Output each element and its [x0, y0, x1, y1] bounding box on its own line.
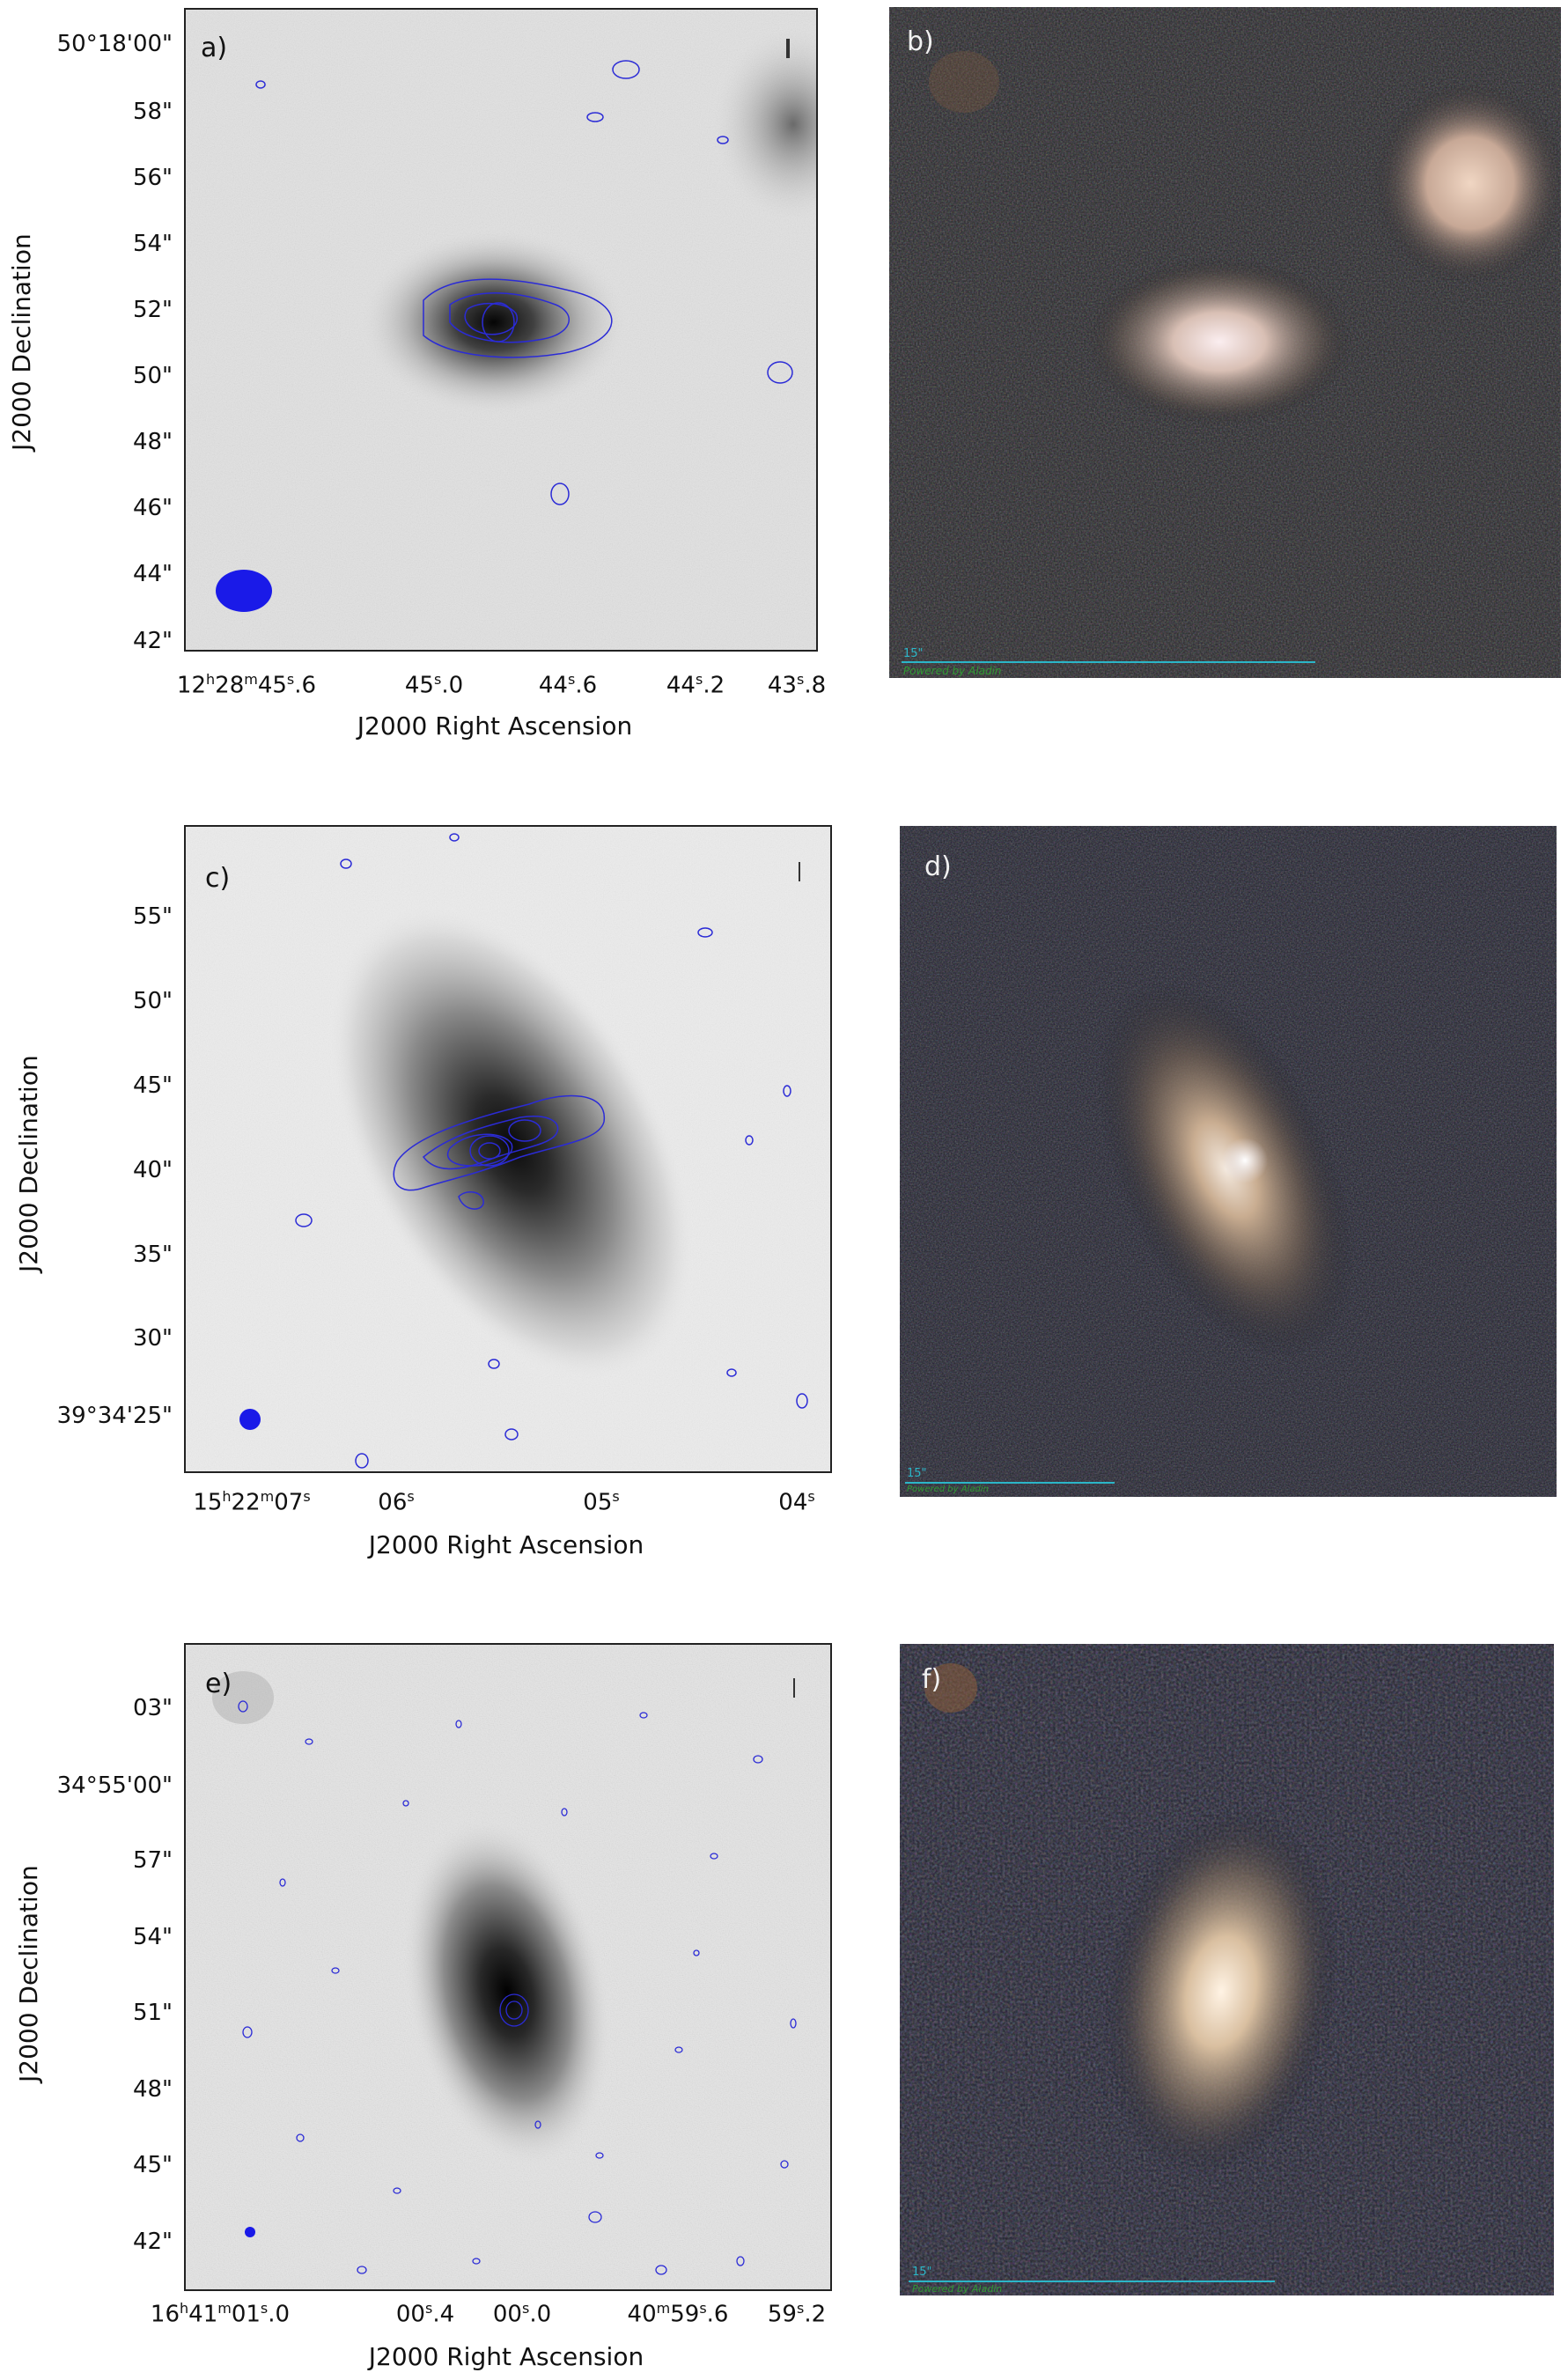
panel-e-ytick: 42": [132, 2229, 173, 2255]
panel-c-xtick: 06s: [378, 1488, 415, 1516]
panel-e-label: e): [205, 1669, 232, 1699]
panel-c-ytick: 39°34'25": [56, 1403, 173, 1429]
panel-f-credit: Powered by Aladin: [912, 2283, 1003, 2295]
panel-a-xtick: 44s.2: [666, 671, 725, 699]
panel-a-radio-map: [184, 8, 818, 652]
panel-f-optical-image: 15" Powered by Aladin: [900, 1644, 1554, 2295]
panel-f-label: f): [922, 1664, 942, 1695]
panel-a-xtick: 44s.6: [538, 671, 598, 699]
panel-e-xtick: 59s.2: [767, 2300, 827, 2328]
panel-c-corner-mark: [799, 862, 800, 881]
panel-d-scale-label: 15": [907, 1467, 927, 1480]
panel-a-ytick: 58": [132, 99, 173, 125]
panel-c-xtick: 15h22m07s: [193, 1488, 311, 1516]
panel-e-ytick: 03": [132, 1695, 173, 1721]
panel-e-radio-map: [184, 1643, 832, 2291]
panel-a-ytick: 50°18'00": [56, 31, 173, 57]
panel-c-xtick: 04s: [778, 1488, 815, 1516]
panel-d-scale-bar: [905, 1482, 1115, 1484]
panel-a-corner-mark: [786, 39, 790, 58]
panel-e-ylabel: J2000 Declination: [14, 1865, 43, 2082]
panel-c-ytick: 35": [132, 1242, 173, 1268]
panel-c-beam: [239, 1409, 261, 1430]
panel-a-ytick: 48": [132, 429, 173, 455]
panel-c-ytick: 45": [132, 1072, 173, 1099]
panel-a-xlabel: J2000 Right Ascension: [357, 711, 633, 741]
panel-b-credit: Powered by Aladin: [903, 665, 1002, 677]
panel-d-label: d): [924, 851, 952, 882]
panel-e-xtick: 00s.4: [395, 2300, 455, 2328]
panel-c-ytick: 50": [132, 988, 173, 1014]
panel-c-ytick: 55": [132, 903, 173, 930]
panel-a-image: [186, 10, 816, 650]
panel-c-radio-map: [184, 825, 832, 1473]
panel-a-ytick: 50": [132, 363, 173, 389]
panel-e-corner-mark: [793, 1678, 795, 1698]
panel-e-ytick: 51": [132, 2000, 173, 2026]
panel-e-xtick: 40m59s.6: [627, 2300, 729, 2328]
panel-f-scale-label: 15": [912, 2266, 932, 2279]
panel-a-ytick: 46": [132, 495, 173, 521]
panel-f-scale-bar: [909, 2281, 1275, 2282]
panel-e-ytick: 34°55'00": [56, 1772, 173, 1799]
panel-d-credit: Powered by Aladin: [907, 1485, 989, 1494]
panel-b-optical-image: 15" Powered by Aladin: [889, 7, 1561, 678]
panel-e-ytick: 57": [132, 1847, 173, 1874]
panel-a-xtick: 12h28m45s.6: [176, 671, 317, 699]
panel-e-ytick: 54": [132, 1924, 173, 1950]
panel-a-ytick: 52": [132, 297, 173, 323]
panel-c-xtick: 05s: [583, 1488, 620, 1516]
panel-d-optical-image: 15" Powered by Aladin: [900, 826, 1557, 1497]
panel-a-contours: [255, 60, 793, 505]
panel-a-ytick: 44": [132, 561, 173, 587]
panel-a-beam: [216, 570, 272, 612]
panel-a-ylabel: J2000 Declination: [7, 233, 36, 451]
panel-a-ytick: 42": [132, 628, 173, 654]
panel-a-ytick: 54": [132, 231, 173, 257]
panel-c-contours: [295, 833, 808, 1469]
panel-c-image: [186, 827, 830, 1471]
panel-e-xtick: 00s.0: [492, 2300, 552, 2328]
panel-a-label: a): [201, 33, 228, 63]
panel-c-ylabel: J2000 Declination: [14, 1055, 43, 1272]
panel-e-xtick: 16h41m01s.0: [150, 2300, 291, 2328]
panel-c-ytick: 30": [132, 1325, 173, 1352]
panel-c-label: c): [205, 863, 231, 894]
panel-e-xlabel: J2000 Right Ascension: [368, 2342, 644, 2371]
panel-a-xtick: 45s.0: [404, 671, 464, 699]
panel-e-ytick: 48": [132, 2076, 173, 2103]
panel-e-image: [186, 1645, 830, 2289]
panel-a-ytick: 56": [132, 165, 173, 191]
panel-b-scale-bar: [902, 661, 1315, 663]
panel-c-ytick: 40": [132, 1157, 173, 1183]
panel-c-xlabel: J2000 Right Ascension: [368, 1530, 644, 1559]
panel-e-contours: [238, 1700, 797, 2275]
panel-a-xtick: 43s.8: [767, 671, 827, 699]
panel-b-label: b): [907, 26, 934, 57]
panel-e-beam: [245, 2227, 255, 2237]
panel-e-ytick: 45": [132, 2152, 173, 2178]
panel-b-scale-label: 15": [903, 647, 924, 660]
